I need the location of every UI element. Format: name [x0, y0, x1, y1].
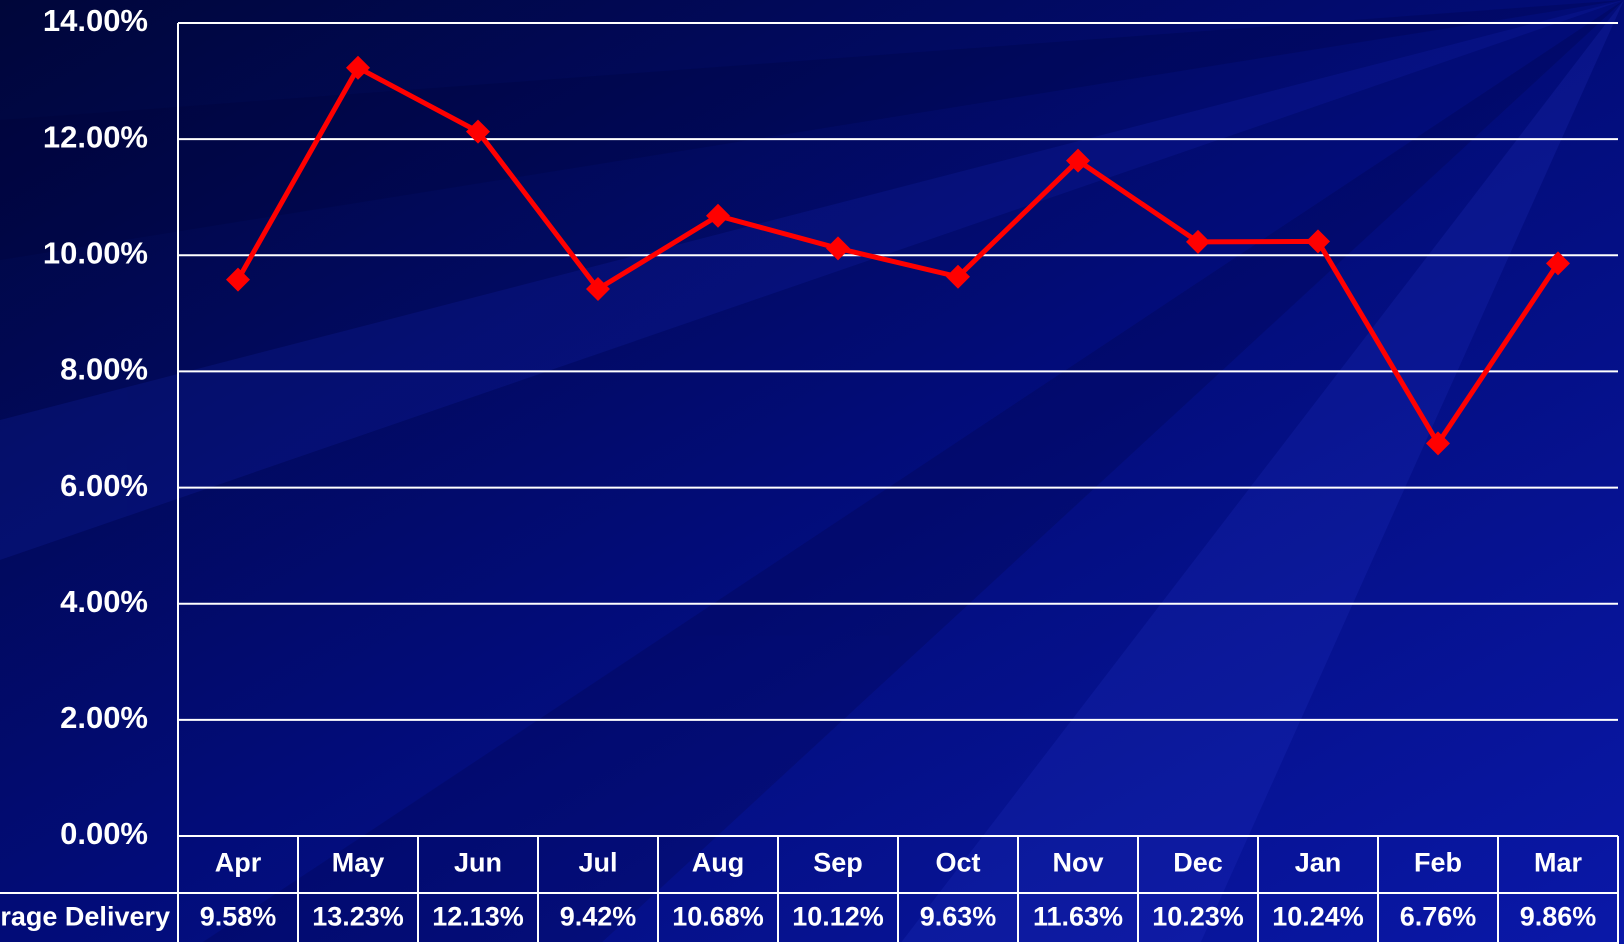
x-tick-label: Mar: [1534, 848, 1583, 878]
table-value: 11.63%: [1033, 902, 1123, 932]
x-tick-label: Jan: [1295, 848, 1342, 878]
marker: [946, 264, 970, 289]
table-value: 9.42%: [560, 902, 637, 932]
y-tick-label: 8.00%: [60, 352, 148, 387]
table-value: 10.12%: [792, 902, 884, 932]
y-tick-label: 12.00%: [43, 119, 148, 154]
y-tick-label: 0.00%: [60, 816, 148, 851]
marker: [1546, 251, 1570, 276]
y-tick-label: 14.00%: [43, 3, 148, 38]
marker: [706, 203, 730, 228]
series-line: [235, 64, 1561, 449]
table-value: 9.63%: [920, 902, 997, 932]
table-value: 13.23%: [312, 902, 404, 932]
table-value: 9.58%: [200, 902, 277, 932]
x-tick-label: Oct: [935, 848, 980, 878]
marker: [226, 267, 250, 292]
x-tick-label: May: [332, 848, 385, 878]
marker: [586, 276, 610, 301]
marker: [466, 119, 490, 144]
x-tick-label: Sep: [813, 848, 863, 878]
table-value: 10.68%: [672, 902, 764, 932]
table-value: 10.24%: [1272, 902, 1364, 932]
x-tick-label: Dec: [1173, 848, 1223, 878]
table-value: 6.76%: [1400, 902, 1477, 932]
y-tick-label: 2.00%: [60, 700, 148, 735]
marker: [1306, 229, 1330, 254]
y-tick-label: 10.00%: [43, 235, 148, 270]
y-tick-label: 6.00%: [60, 468, 148, 503]
marker: [826, 236, 850, 261]
marker: [346, 55, 370, 80]
table-value: 10.23%: [1152, 902, 1244, 932]
x-tick-label: Jul: [578, 848, 617, 878]
x-tick-label: Jun: [454, 848, 502, 878]
x-tick-label: Nov: [1052, 848, 1103, 878]
series-name: Average Delivery: [0, 902, 170, 932]
y-tick-label: 4.00%: [60, 584, 148, 619]
x-tick-label: Aug: [692, 848, 744, 878]
marker: [1426, 431, 1450, 456]
x-tick-label: Apr: [215, 848, 262, 878]
marker: [1066, 148, 1090, 173]
marker: [1186, 229, 1210, 254]
table-value: 12.13%: [432, 902, 524, 932]
x-tick-label: Feb: [1414, 848, 1462, 878]
table-value: 9.86%: [1520, 902, 1597, 932]
